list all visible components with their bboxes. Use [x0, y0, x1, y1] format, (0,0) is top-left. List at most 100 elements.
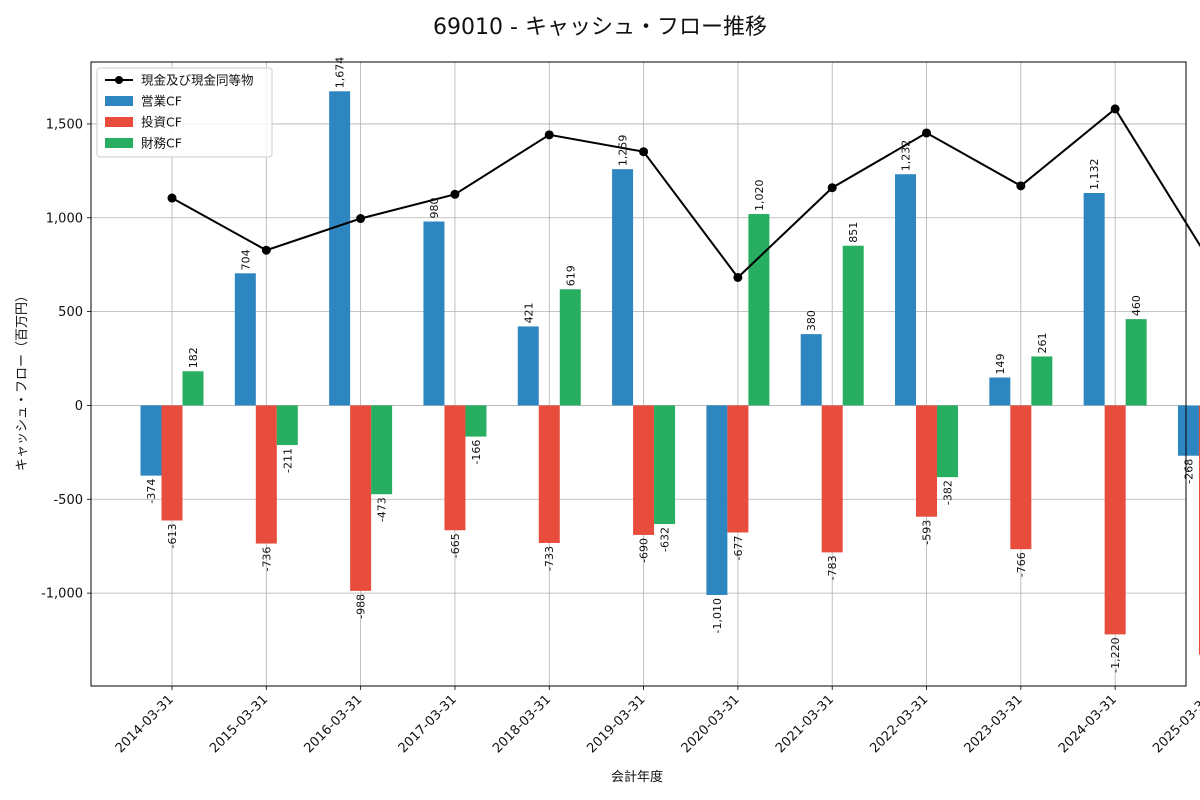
- legend-swatch: [105, 138, 133, 148]
- bar-0-9: [989, 377, 1011, 406]
- x-tick-label: 2016-03-31: [301, 692, 365, 756]
- data-label: -766: [1015, 552, 1028, 577]
- bar-0-8: [895, 174, 917, 406]
- labels-layer: -374 704 1,674 980 421 1,259 -1,010 380 1,232 149…: [145, 57, 1195, 673]
- bar-0-4: [517, 326, 539, 406]
- cash-point-4: [544, 130, 554, 140]
- legend-label: 現金及び現金同等物: [141, 73, 254, 88]
- legend-label: 財務CF: [141, 136, 182, 151]
- data-label: -593: [921, 520, 934, 545]
- data-label: -473: [376, 497, 389, 522]
- bars-layer: [140, 91, 1200, 655]
- legend-line-marker: [115, 76, 123, 84]
- data-label: -690: [638, 538, 651, 563]
- x-tick-label: 2019-03-31: [584, 692, 648, 756]
- data-label: -665: [449, 533, 462, 558]
- cash-point-10: [1110, 104, 1120, 114]
- bar-2-5: [654, 405, 676, 525]
- y-tick-label: -1,000: [41, 587, 83, 602]
- x-tick-label: 2023-03-31: [962, 692, 1026, 756]
- bar-1-0: [161, 405, 183, 521]
- data-label: 149: [994, 353, 1007, 374]
- chart-title: 69010 - キャッシュ・フロー推移: [433, 15, 767, 40]
- bar-2-2: [371, 405, 393, 495]
- data-label: -268: [1182, 459, 1195, 484]
- line-layer: [167, 104, 1200, 282]
- bar-2-6: [748, 214, 770, 406]
- plot-frame: [90, 61, 1187, 687]
- bar-1-1: [255, 405, 277, 544]
- cash-point-6: [733, 272, 743, 282]
- cash-point-2: [356, 214, 366, 224]
- data-label: 380: [805, 310, 818, 331]
- bar-0-6: [706, 405, 728, 595]
- bar-2-10: [1125, 319, 1147, 406]
- data-label: 619: [564, 265, 577, 286]
- data-label: 704: [239, 249, 252, 270]
- bar-2-1: [276, 405, 298, 446]
- cash-point-5: [639, 147, 649, 157]
- bar-2-0: [182, 371, 204, 406]
- data-label: 182: [187, 347, 200, 368]
- bar-1-8: [916, 405, 938, 517]
- bar-0-0: [140, 405, 162, 476]
- bar-2-7: [842, 245, 864, 406]
- bar-1-10: [1104, 405, 1126, 635]
- data-label: -677: [732, 535, 745, 560]
- y-tick-label: 1,500: [46, 117, 83, 132]
- bar-0-7: [800, 334, 822, 406]
- cash-point-8: [922, 128, 932, 138]
- bar-0-2: [329, 91, 351, 406]
- data-label: -374: [145, 479, 158, 504]
- x-axis-label: 会計年度: [611, 769, 663, 785]
- data-label: 421: [522, 302, 535, 323]
- grid-layer: [91, 62, 1186, 686]
- x-tick-label: 2025-03-31: [1150, 692, 1200, 756]
- data-label: -382: [942, 480, 955, 505]
- data-label: 980: [428, 198, 441, 219]
- x-tick-label: 2018-03-31: [490, 692, 554, 756]
- legend-label: 投資CF: [141, 115, 182, 130]
- x-tick-label: 2020-03-31: [679, 692, 743, 756]
- data-label: 1,232: [900, 140, 913, 172]
- data-label: -632: [659, 527, 672, 552]
- legend-label: 営業CF: [141, 94, 182, 109]
- data-label: 460: [1130, 295, 1143, 316]
- bar-2-4: [559, 289, 581, 406]
- data-label: -783: [826, 555, 839, 580]
- cash-point-3: [450, 189, 460, 199]
- x-tick-label: 2014-03-31: [113, 692, 177, 756]
- bar-2-3: [465, 405, 487, 437]
- y-tick-label: 500: [58, 305, 83, 320]
- bar-0-3: [423, 221, 445, 406]
- bar-0-10: [1083, 192, 1105, 406]
- y-tick-label: 0: [75, 399, 83, 414]
- bar-1-6: [727, 405, 749, 533]
- data-label: 1,259: [617, 135, 630, 167]
- cash-point-7: [827, 183, 837, 193]
- bar-2-9: [1031, 356, 1053, 406]
- y-tick-label: 1,000: [46, 211, 83, 226]
- data-label: 1,674: [334, 57, 347, 89]
- data-label: -613: [166, 523, 179, 548]
- x-tick-label: 2017-03-31: [396, 692, 460, 756]
- data-label: 1,132: [1088, 158, 1101, 190]
- legend-swatch: [105, 117, 133, 127]
- bar-1-7: [821, 405, 843, 553]
- legend-box: [96, 67, 273, 158]
- bar-0-11: [1177, 405, 1199, 456]
- data-label: 261: [1036, 332, 1049, 353]
- x-tick-label: 2015-03-31: [207, 692, 271, 756]
- data-label: -733: [543, 546, 556, 571]
- bar-1-11: [1198, 405, 1200, 655]
- y-tick-label: -500: [53, 493, 83, 508]
- data-label: 851: [847, 222, 860, 243]
- cash-line: [171, 107, 1200, 279]
- bar-1-2: [350, 405, 372, 591]
- bar-0-5: [612, 169, 634, 406]
- cash-point-0: [167, 193, 177, 203]
- legend-swatch: [105, 96, 133, 106]
- data-label: -1,010: [711, 598, 724, 633]
